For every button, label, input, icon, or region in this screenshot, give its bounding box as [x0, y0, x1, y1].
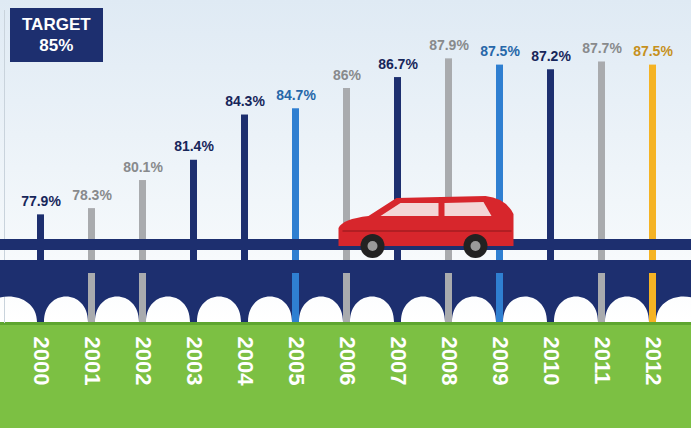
- html-text:85%: 85%: [39, 36, 74, 55]
- svg-text:86.7%: 86.7%: [378, 56, 418, 72]
- svg-text:80.1%: 80.1%: [123, 159, 163, 175]
- svg-text:2009: 2009: [488, 337, 513, 386]
- svg-text:2007: 2007: [386, 337, 411, 386]
- svg-text:2002: 2002: [131, 337, 156, 386]
- svg-text:87.7%: 87.7%: [582, 40, 622, 56]
- svg-text:2006: 2006: [335, 337, 360, 386]
- html-text:TARGET: TARGET: [22, 15, 91, 34]
- svg-text:2003: 2003: [182, 337, 207, 386]
- svg-text:84.7%: 84.7%: [276, 87, 316, 103]
- svg-text:2000: 2000: [29, 337, 54, 386]
- svg-text:77.9%: 77.9%: [21, 193, 61, 209]
- svg-text:81.4%: 81.4%: [174, 138, 214, 154]
- svg-text:2001: 2001: [80, 337, 105, 386]
- svg-text:78.3%: 78.3%: [72, 187, 112, 203]
- svg-text:87.5%: 87.5%: [480, 43, 520, 59]
- svg-text:2011: 2011: [590, 337, 615, 385]
- svg-text:2010: 2010: [539, 337, 564, 386]
- svg-text:2004: 2004: [233, 337, 258, 387]
- svg-text:87.9%: 87.9%: [429, 37, 469, 53]
- svg-text:2008: 2008: [437, 337, 462, 386]
- svg-text:2005: 2005: [284, 337, 309, 386]
- svg-text:87.5%: 87.5%: [633, 43, 673, 59]
- svg-text:84.3%: 84.3%: [225, 93, 265, 109]
- svg-text:87.2%: 87.2%: [531, 48, 571, 64]
- svg-text:86%: 86%: [333, 67, 362, 83]
- svg-text:2012: 2012: [641, 337, 666, 386]
